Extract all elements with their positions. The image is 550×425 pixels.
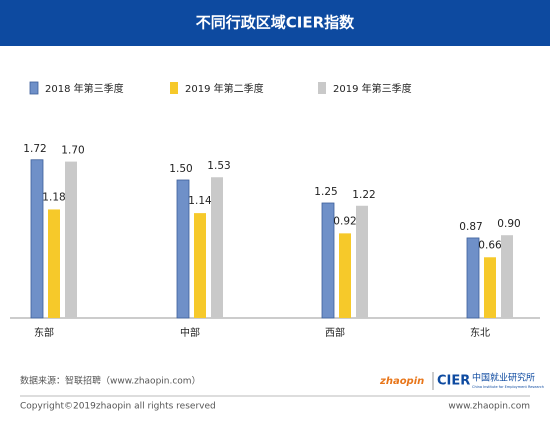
legend-swatch <box>318 82 326 94</box>
value-label: 1.72 <box>23 143 46 155</box>
legend-label: 2018 年第三季度 <box>45 82 124 95</box>
value-label: 1.14 <box>188 195 212 207</box>
value-label: 1.53 <box>207 160 230 172</box>
source: 数据来源：智联招聘（www.zhaopin.com） <box>20 375 201 387</box>
bar <box>501 235 513 318</box>
bar <box>339 233 351 318</box>
legend-swatch <box>170 82 178 94</box>
bar <box>356 205 368 318</box>
bar <box>194 213 206 318</box>
bar <box>176 179 190 319</box>
legend-swatch <box>29 81 39 95</box>
bar <box>466 237 480 319</box>
legend-label: 2019 年第三季度 <box>333 82 412 95</box>
value-label: 1.25 <box>314 186 337 198</box>
copyright: Copyright©2019zhaopin all rights reserve… <box>20 402 216 412</box>
x-tick-label: 东部 <box>34 326 54 339</box>
value-label: 0.66 <box>478 239 502 251</box>
value-label: 1.22 <box>352 189 375 201</box>
value-label: 0.92 <box>333 215 356 227</box>
logo-cier-cn: 中国就业研究所 <box>472 372 535 384</box>
legend-label: 2019 年第二季度 <box>185 82 264 95</box>
logo-cier: CIER <box>437 374 470 389</box>
x-tick-label: 西部 <box>325 326 345 339</box>
website: www.zhaopin.com <box>448 402 530 412</box>
header-bar <box>0 0 550 46</box>
x-tick-label: 中部 <box>180 326 200 339</box>
bar <box>321 202 335 319</box>
bar <box>484 257 496 318</box>
x-tick-label: 东北 <box>470 326 490 339</box>
value-label: 1.70 <box>61 145 84 157</box>
logo-zhaopin: zhaopin <box>379 376 424 387</box>
value-label: 0.90 <box>497 218 520 230</box>
value-label: 1.50 <box>169 163 192 175</box>
bar <box>65 161 77 318</box>
value-label: 1.18 <box>42 191 65 203</box>
bar <box>48 209 60 318</box>
chart-title: 不同行政区域CIER指数 <box>196 14 355 32</box>
value-label: 0.87 <box>459 221 482 233</box>
bar <box>211 177 223 318</box>
bar <box>30 159 44 319</box>
logo-cier-en: China Institute for Employment Research <box>472 385 544 389</box>
